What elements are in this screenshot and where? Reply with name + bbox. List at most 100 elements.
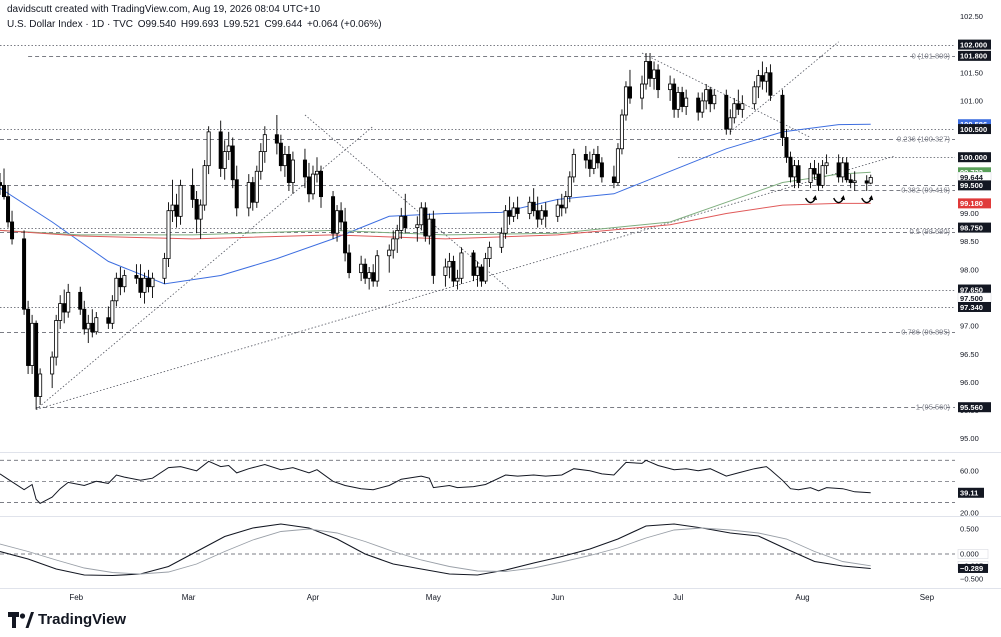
candle-body [359, 263, 364, 274]
candle-body [375, 255, 380, 282]
candle [563, 190, 568, 214]
candle-body [808, 168, 813, 183]
candle [459, 247, 464, 284]
price-axis-tick: 101.50 [960, 68, 983, 77]
price-label-tag [958, 198, 991, 209]
candle-body [503, 210, 508, 234]
candle [503, 205, 508, 239]
price-axis-tick: 97.00 [960, 322, 979, 331]
candle-body [668, 83, 673, 91]
candle [258, 143, 263, 180]
fib-level-label: 0.382 (99.416) [901, 186, 950, 195]
candle-body [194, 199, 199, 220]
candle-body [788, 156, 793, 178]
candle [788, 151, 793, 183]
candle [339, 202, 344, 231]
price-axis-tick: 96.50 [960, 350, 979, 359]
candle-body [387, 249, 392, 257]
rsi-axis-tick: 20.00 [960, 508, 979, 517]
candle [278, 134, 283, 172]
candle [387, 244, 392, 273]
candle [820, 160, 825, 189]
candle [764, 67, 769, 93]
candle [599, 157, 604, 183]
candle [395, 224, 400, 253]
candle-body [824, 162, 829, 167]
price-axis-tick: 95.00 [960, 434, 979, 443]
candle [443, 258, 448, 287]
candle-body [700, 100, 705, 113]
candle-body [459, 252, 464, 279]
candle [567, 171, 572, 203]
candle [198, 199, 203, 239]
candle-body [708, 89, 713, 105]
price-label-tag [958, 180, 991, 191]
candle [399, 207, 404, 239]
candle-body [222, 151, 227, 169]
candle-body [423, 207, 428, 237]
candle [302, 148, 307, 189]
candle [347, 244, 352, 279]
fib-level-label: 0.786 (96.895) [901, 328, 950, 337]
candle-body [515, 207, 520, 214]
candle [555, 199, 560, 222]
candle [732, 98, 737, 124]
candle [62, 289, 67, 324]
candle [290, 151, 295, 194]
candle [704, 84, 709, 110]
candle-body [728, 117, 733, 130]
candle-body [62, 303, 67, 313]
candle [50, 351, 55, 389]
candle-body [599, 162, 604, 178]
candle-body [246, 182, 251, 209]
candle [254, 165, 259, 208]
candle [30, 314, 35, 374]
candle [595, 145, 600, 169]
author-name[interactable]: davidscutt [7, 4, 53, 15]
candle [34, 320, 39, 410]
candle [852, 171, 857, 191]
candle [142, 272, 147, 304]
price-label-text: 101.800 [960, 52, 987, 61]
candle-body [752, 86, 757, 105]
candle [812, 160, 817, 180]
candle-body [331, 196, 336, 234]
candle-body [162, 258, 167, 279]
candle [66, 283, 71, 318]
candle-body [170, 204, 175, 212]
candle-body [740, 103, 745, 110]
candle-body [680, 92, 685, 107]
candle [122, 269, 127, 293]
candle [367, 267, 372, 290]
candle [792, 160, 797, 189]
candle [824, 154, 829, 175]
price-label-tag [958, 402, 991, 413]
candle [527, 196, 532, 220]
price-label-tag [958, 152, 991, 163]
candle [106, 306, 111, 329]
candle-body [591, 153, 596, 169]
price-label-text: 99.180 [960, 199, 983, 208]
candle-body [539, 210, 544, 220]
candle [736, 89, 741, 115]
candle [696, 92, 701, 121]
candle [218, 120, 223, 177]
candle [672, 78, 677, 118]
candle [539, 205, 544, 225]
candle [479, 264, 484, 287]
candle [455, 269, 460, 290]
candle-body [724, 94, 729, 130]
ohlc-open: O99.540 [137, 19, 177, 30]
candle-body [335, 210, 340, 234]
candle [615, 143, 620, 186]
candle-body [684, 97, 689, 107]
candle-body [114, 277, 119, 302]
candle [768, 64, 773, 101]
chart-title-bar: U.S. Dollar Index · 1D · TVC O99.540 H99… [7, 19, 384, 30]
candle-body [840, 162, 845, 178]
candle-body [286, 153, 291, 183]
macd-line [0, 523, 871, 577]
candle [864, 175, 869, 191]
tradingview-logo[interactable]: TradingView [8, 611, 126, 628]
